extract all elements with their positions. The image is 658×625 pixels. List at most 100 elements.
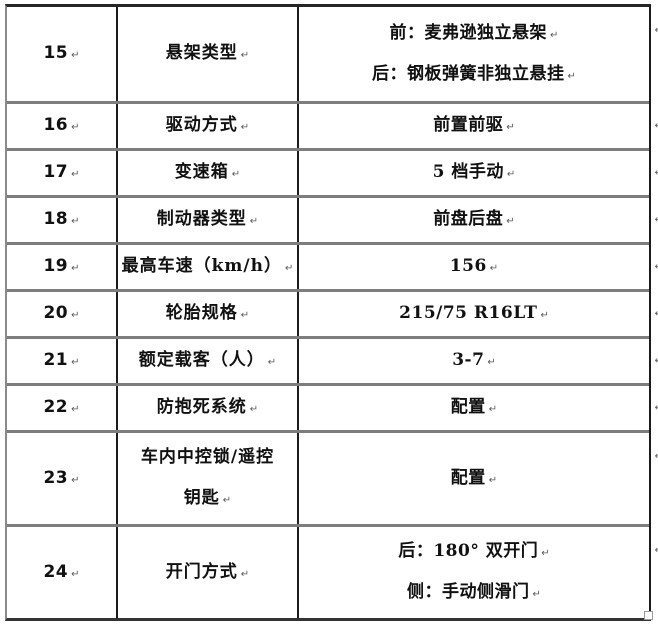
spec-value-cell: 5 档手动 ↵ bbox=[297, 151, 649, 195]
table-row: 17↵变速箱↵5 档手动↵↵ bbox=[7, 148, 658, 195]
paragraph-end-mark-icon: ↵ bbox=[550, 29, 559, 41]
row-number: 21 ↵ bbox=[43, 351, 79, 371]
spec-name-cell: 制动器类型 ↵ bbox=[116, 198, 297, 242]
end-of-row-mark-icon: ↵ bbox=[655, 121, 658, 132]
row-number-text: 24 bbox=[43, 561, 69, 582]
row-number-cell: 16 ↵ bbox=[7, 104, 116, 148]
table-row: 18↵制动器类型↵前盘后盘↵↵ bbox=[7, 195, 658, 242]
spec-name-cell: 最高车速（km/h） ↵ bbox=[116, 245, 297, 289]
spec-name-line: 最高车速（km/h） ↵ bbox=[122, 257, 294, 277]
spec-value-line: 前：麦弗逊独立悬架 ↵ bbox=[390, 23, 559, 44]
row-number-cell: 17 ↵ bbox=[7, 151, 116, 195]
spec-name-line: 防抱死系统 ↵ bbox=[157, 398, 258, 418]
table-row: 19↵最高车速（km/h）↵156↵↵ bbox=[7, 242, 658, 289]
row-number: 22 ↵ bbox=[43, 398, 79, 418]
spec-value-line-text: 前置前驱 bbox=[433, 115, 504, 136]
spec-value-line-text: 配置 bbox=[450, 397, 486, 418]
end-of-row-mark-icon: ↵ bbox=[655, 25, 658, 36]
spec-name-line-text: 驱动方式 bbox=[165, 115, 238, 136]
spec-value-line: 215/75 R16LT ↵ bbox=[399, 304, 549, 324]
paragraph-end-mark-icon: ↵ bbox=[249, 404, 259, 416]
paragraph-end-mark-icon: ↵ bbox=[71, 404, 80, 416]
spec-name-line-text: 防抱死系统 bbox=[156, 397, 247, 418]
spec-name-line-text: 额定载客（人） bbox=[138, 350, 265, 371]
table-resize-handle-icon[interactable] bbox=[644, 611, 653, 620]
spec-name-cell: 轮胎规格 ↵ bbox=[116, 292, 297, 336]
row-number-text: 17 bbox=[43, 162, 69, 183]
end-of-row-mark-icon: ↵ bbox=[655, 451, 658, 462]
row-number-text: 21 bbox=[43, 350, 69, 371]
paragraph-end-mark-icon: ↵ bbox=[71, 169, 80, 181]
end-of-row-mark-icon: ↵ bbox=[655, 168, 658, 179]
spec-value-cell: 前盘后盘 ↵ bbox=[297, 198, 649, 242]
end-of-row-mark-icon: ↵ bbox=[655, 262, 658, 273]
spec-value-line-text: 配置 bbox=[450, 467, 486, 488]
row-number: 17 ↵ bbox=[43, 163, 79, 183]
spec-value-line-text: 156 bbox=[449, 256, 487, 277]
paragraph-end-mark-icon: ↵ bbox=[567, 70, 576, 82]
spec-name-line: 制动器类型 ↵ bbox=[157, 210, 258, 230]
row-number-cell: 21 ↵ bbox=[7, 339, 116, 383]
spec-name-line: 悬架类型 ↵ bbox=[166, 44, 249, 64]
spec-value-line: 前盘后盘 ↵ bbox=[433, 210, 514, 230]
paragraph-end-mark-icon: ↵ bbox=[249, 216, 259, 228]
paragraph-end-mark-icon: ↵ bbox=[240, 122, 250, 134]
spec-table: 15↵悬架类型↵前：麦弗逊独立悬架↵后：钢板弹簧非独立悬挂↵↵16↵驱动方式↵前… bbox=[5, 4, 658, 621]
spec-value-line: 后：钢板弹簧非独立悬挂 ↵ bbox=[372, 63, 576, 85]
spec-value-line-text: 侧：手动侧滑门 bbox=[407, 582, 530, 602]
paragraph-end-mark-icon: ↵ bbox=[267, 357, 277, 369]
spec-value-line-text: 后：180° 双开门 bbox=[398, 541, 539, 562]
paragraph-end-mark-icon: ↵ bbox=[489, 263, 499, 275]
paragraph-end-mark-icon: ↵ bbox=[240, 568, 250, 580]
row-number-text: 19 bbox=[43, 256, 69, 277]
spec-name-line-text: 变速箱 bbox=[174, 162, 229, 183]
spec-name-line-text: 制动器类型 bbox=[156, 209, 247, 230]
paragraph-end-mark-icon: ↵ bbox=[71, 474, 80, 486]
spec-name-cell: 开门方式 ↵ bbox=[116, 527, 297, 618]
paragraph-end-mark-icon: ↵ bbox=[506, 122, 515, 134]
paragraph-end-mark-icon: ↵ bbox=[540, 310, 549, 322]
spec-name-line: 钥匙 ↵ bbox=[184, 488, 231, 509]
paragraph-end-mark-icon: ↵ bbox=[71, 122, 80, 134]
spec-name-cell: 驱动方式 ↵ bbox=[116, 104, 297, 148]
end-of-row-mark-icon: ↵ bbox=[655, 545, 658, 556]
spec-name-line: 驱动方式 ↵ bbox=[166, 116, 249, 136]
paragraph-end-mark-icon: ↵ bbox=[284, 263, 294, 275]
spec-value-line: 侧：手动侧滑门 ↵ bbox=[407, 582, 541, 603]
paragraph-end-mark-icon: ↵ bbox=[541, 548, 550, 560]
row-number: 19 ↵ bbox=[43, 257, 79, 277]
paragraph-end-mark-icon: ↵ bbox=[487, 357, 496, 369]
spec-value-cell: 前置前驱 ↵ bbox=[297, 104, 649, 148]
spec-name-line: 额定载客（人） ↵ bbox=[139, 351, 276, 371]
spec-value-line-text: 前盘后盘 bbox=[433, 209, 504, 230]
table-row: 15↵悬架类型↵前：麦弗逊独立悬架↵后：钢板弹簧非独立悬挂↵↵ bbox=[7, 7, 658, 101]
spec-value-line: 后：180° 双开门 ↵ bbox=[398, 542, 549, 562]
row-number-cell: 23 ↵ bbox=[7, 433, 116, 524]
row-number-text: 20 bbox=[43, 303, 69, 324]
row-number-text: 18 bbox=[43, 209, 69, 230]
spec-name-line-text: 开门方式 bbox=[165, 561, 238, 582]
row-number: 15 ↵ bbox=[43, 44, 79, 64]
end-of-row-mark-icon: ↵ bbox=[655, 309, 658, 320]
spec-name-line: 变速箱 ↵ bbox=[175, 163, 240, 183]
row-number-cell: 22 ↵ bbox=[7, 386, 116, 430]
spec-name-cell: 额定载客（人） ↵ bbox=[116, 339, 297, 383]
end-of-row-mark-icon: ↵ bbox=[655, 215, 658, 226]
paragraph-end-mark-icon: ↵ bbox=[71, 357, 80, 369]
paragraph-end-mark-icon: ↵ bbox=[506, 216, 515, 228]
row-number-cell: 20 ↵ bbox=[7, 292, 116, 336]
spec-name-line-text: 最高车速（km/h） bbox=[121, 256, 282, 277]
spec-name-line-text: 悬架类型 bbox=[165, 43, 238, 64]
table-row: 20↵轮胎规格↵215/75 R16LT↵↵ bbox=[7, 289, 658, 336]
spec-value-line-text: 后：钢板弹簧非独立悬挂 bbox=[372, 63, 565, 84]
paragraph-end-mark-icon: ↵ bbox=[71, 568, 80, 580]
row-number: 18 ↵ bbox=[43, 210, 79, 230]
row-number-cell: 18 ↵ bbox=[7, 198, 116, 242]
spec-name-line: 轮胎规格 ↵ bbox=[166, 304, 249, 324]
paragraph-end-mark-icon: ↵ bbox=[488, 474, 498, 486]
spec-value-cell: 215/75 R16LT ↵ bbox=[297, 292, 649, 336]
row-number-text: 22 bbox=[43, 397, 69, 418]
paragraph-end-mark-icon: ↵ bbox=[71, 50, 80, 62]
spec-name-line: 开门方式 ↵ bbox=[165, 561, 250, 583]
